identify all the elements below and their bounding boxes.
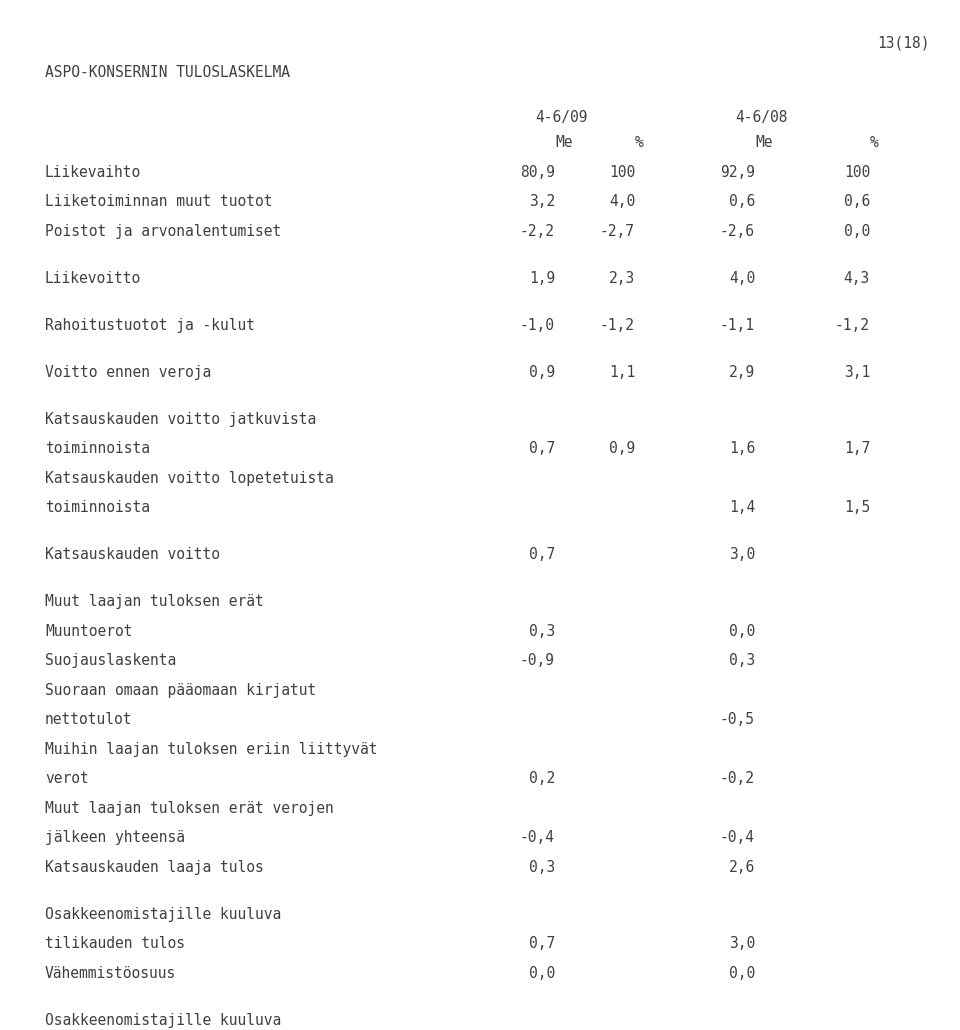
Text: Vähemmistöosuus: Vähemmistöosuus <box>45 966 177 981</box>
Text: 0,6: 0,6 <box>729 195 755 209</box>
Text: Me: Me <box>555 135 572 150</box>
Text: jälkeen yhteensä: jälkeen yhteensä <box>45 830 185 846</box>
Text: Liikevoitto: Liikevoitto <box>45 271 141 286</box>
Text: Katsauskauden voitto lopetetuista: Katsauskauden voitto lopetetuista <box>45 471 334 486</box>
Text: 2,9: 2,9 <box>729 365 755 380</box>
Text: 0,6: 0,6 <box>844 195 870 209</box>
Text: 1,4: 1,4 <box>729 501 755 515</box>
Text: -0,5: -0,5 <box>720 713 755 727</box>
Text: -0,4: -0,4 <box>720 830 755 846</box>
Text: -1,2: -1,2 <box>835 318 870 333</box>
Text: 100: 100 <box>609 165 635 180</box>
Text: 0,7: 0,7 <box>529 548 555 562</box>
Text: -2,2: -2,2 <box>520 224 555 239</box>
Text: %: % <box>870 135 878 150</box>
Text: Muut laajan tuloksen erät: Muut laajan tuloksen erät <box>45 594 264 610</box>
Text: 0,0: 0,0 <box>729 624 755 639</box>
Text: 2,3: 2,3 <box>609 271 635 286</box>
Text: Rahoitustuotot ja -kulut: Rahoitustuotot ja -kulut <box>45 318 255 333</box>
Text: 0,0: 0,0 <box>529 966 555 981</box>
Text: 1,7: 1,7 <box>844 442 870 456</box>
Text: Muut laajan tuloksen erät verojen: Muut laajan tuloksen erät verojen <box>45 801 334 816</box>
Text: Katsauskauden laaja tulos: Katsauskauden laaja tulos <box>45 860 264 876</box>
Text: %: % <box>635 135 644 150</box>
Text: Osakkeenomistajille kuuluva: Osakkeenomistajille kuuluva <box>45 907 281 922</box>
Text: Muihin laajan tuloksen eriin liittyvät: Muihin laajan tuloksen eriin liittyvät <box>45 742 377 757</box>
Text: -0,4: -0,4 <box>520 830 555 846</box>
Text: 3,1: 3,1 <box>844 365 870 380</box>
Text: 0,7: 0,7 <box>529 442 555 456</box>
Text: toiminnoista: toiminnoista <box>45 501 150 515</box>
Text: 100: 100 <box>844 165 870 180</box>
Text: toiminnoista: toiminnoista <box>45 442 150 456</box>
Text: nettotulot: nettotulot <box>45 713 132 727</box>
Text: 0,0: 0,0 <box>729 966 755 981</box>
Text: 4,0: 4,0 <box>729 271 755 286</box>
Text: 0,7: 0,7 <box>529 936 555 952</box>
Text: 0,3: 0,3 <box>529 860 555 876</box>
Text: -0,9: -0,9 <box>520 653 555 668</box>
Text: 4-6/09: 4-6/09 <box>535 110 588 125</box>
Text: -2,7: -2,7 <box>600 224 635 239</box>
Text: 3,2: 3,2 <box>529 195 555 209</box>
Text: 0,2: 0,2 <box>529 771 555 787</box>
Text: verot: verot <box>45 771 88 787</box>
Text: -1,2: -1,2 <box>600 318 635 333</box>
Text: -1,0: -1,0 <box>520 318 555 333</box>
Text: Liiketoiminnan muut tuotot: Liiketoiminnan muut tuotot <box>45 195 273 209</box>
Text: 1,6: 1,6 <box>729 442 755 456</box>
Text: 0,3: 0,3 <box>529 624 555 639</box>
Text: 3,0: 3,0 <box>729 548 755 562</box>
Text: 0,3: 0,3 <box>729 653 755 668</box>
Text: -2,6: -2,6 <box>720 224 755 239</box>
Text: 4,0: 4,0 <box>609 195 635 209</box>
Text: 0,9: 0,9 <box>609 442 635 456</box>
Text: 4-6/08: 4-6/08 <box>735 110 787 125</box>
Text: Liikevaihto: Liikevaihto <box>45 165 141 180</box>
Text: Voitto ennen veroja: Voitto ennen veroja <box>45 365 211 380</box>
Text: 92,9: 92,9 <box>720 165 755 180</box>
Text: 1,1: 1,1 <box>609 365 635 380</box>
Text: 1,5: 1,5 <box>844 501 870 515</box>
Text: -1,1: -1,1 <box>720 318 755 333</box>
Text: 4,3: 4,3 <box>844 271 870 286</box>
Text: Poistot ja arvonalentumiset: Poistot ja arvonalentumiset <box>45 224 281 239</box>
Text: -0,2: -0,2 <box>720 771 755 787</box>
Text: Me: Me <box>755 135 773 150</box>
Text: Suojauslaskenta: Suojauslaskenta <box>45 653 177 668</box>
Text: Osakkeenomistajille kuuluva: Osakkeenomistajille kuuluva <box>45 1012 281 1028</box>
Text: 0,9: 0,9 <box>529 365 555 380</box>
Text: 13(18): 13(18) <box>877 35 930 50</box>
Text: ASPO-KONSERNIN TULOSLASKELMA: ASPO-KONSERNIN TULOSLASKELMA <box>45 65 290 80</box>
Text: Katsauskauden voitto: Katsauskauden voitto <box>45 548 220 562</box>
Text: 80,9: 80,9 <box>520 165 555 180</box>
Text: Katsauskauden voitto jatkuvista: Katsauskauden voitto jatkuvista <box>45 412 316 427</box>
Text: 1,9: 1,9 <box>529 271 555 286</box>
Text: 0,0: 0,0 <box>844 224 870 239</box>
Text: Suoraan omaan pääomaan kirjatut: Suoraan omaan pääomaan kirjatut <box>45 683 316 698</box>
Text: 2,6: 2,6 <box>729 860 755 876</box>
Text: tilikauden tulos: tilikauden tulos <box>45 936 185 952</box>
Text: 3,0: 3,0 <box>729 936 755 952</box>
Text: Muuntoerot: Muuntoerot <box>45 624 132 639</box>
